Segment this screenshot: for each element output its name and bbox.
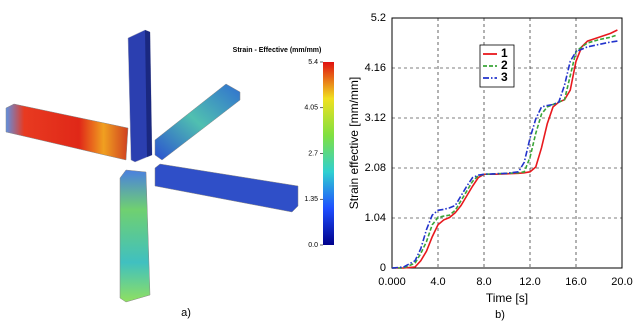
colorbar-tick-label: 5.4: [308, 59, 318, 66]
colorbar-ticks: 5.4 4.05 2.7 1.35 0.0: [304, 59, 323, 249]
x-axis-label: Time [s]: [486, 291, 528, 305]
colorbar-title: Strain - Effective (mm/mm): [233, 47, 322, 54]
y-tick-label: 2.08: [365, 162, 386, 174]
colorbar-tick-label: 2.7: [308, 150, 318, 157]
panel-label: b): [495, 309, 505, 321]
line-chart: 0 1.04 2.08 3.12 4.16 5.2 0.000 4.0 8.0 12.0 16.0 2…: [347, 12, 633, 321]
y-tick-label: 0: [380, 262, 386, 274]
x-tick-label: 4.0: [430, 276, 445, 288]
colorbar: [323, 62, 334, 245]
colorbar-tick-label: 0.0: [308, 242, 318, 249]
y-axis-label: Strain effective [mm/mm]: [347, 77, 361, 209]
x-tick-label: 16.0: [565, 276, 586, 288]
specimen-render: [6, 30, 298, 302]
x-tick-label: 12.0: [519, 276, 540, 288]
x-tick-label: 8.0: [476, 276, 491, 288]
colorbar-tick-label: 4.05: [304, 105, 318, 112]
colorbar-tick-label: 1.35: [304, 196, 318, 203]
y-tick-label: 4.16: [365, 62, 386, 74]
y-tick-label: 1.04: [365, 212, 386, 224]
legend-label: 3: [501, 70, 508, 84]
y-tick-label: 5.2: [371, 12, 386, 24]
figure: Strain - Effective (mm/mm) 5.4 4.05 2.7 1.3…: [0, 0, 633, 322]
y-tick-label: 3.12: [365, 112, 386, 124]
panel-label: a): [181, 307, 191, 319]
x-tick-label: 0.000: [378, 276, 406, 288]
x-tick-label: 20.0: [611, 276, 632, 288]
